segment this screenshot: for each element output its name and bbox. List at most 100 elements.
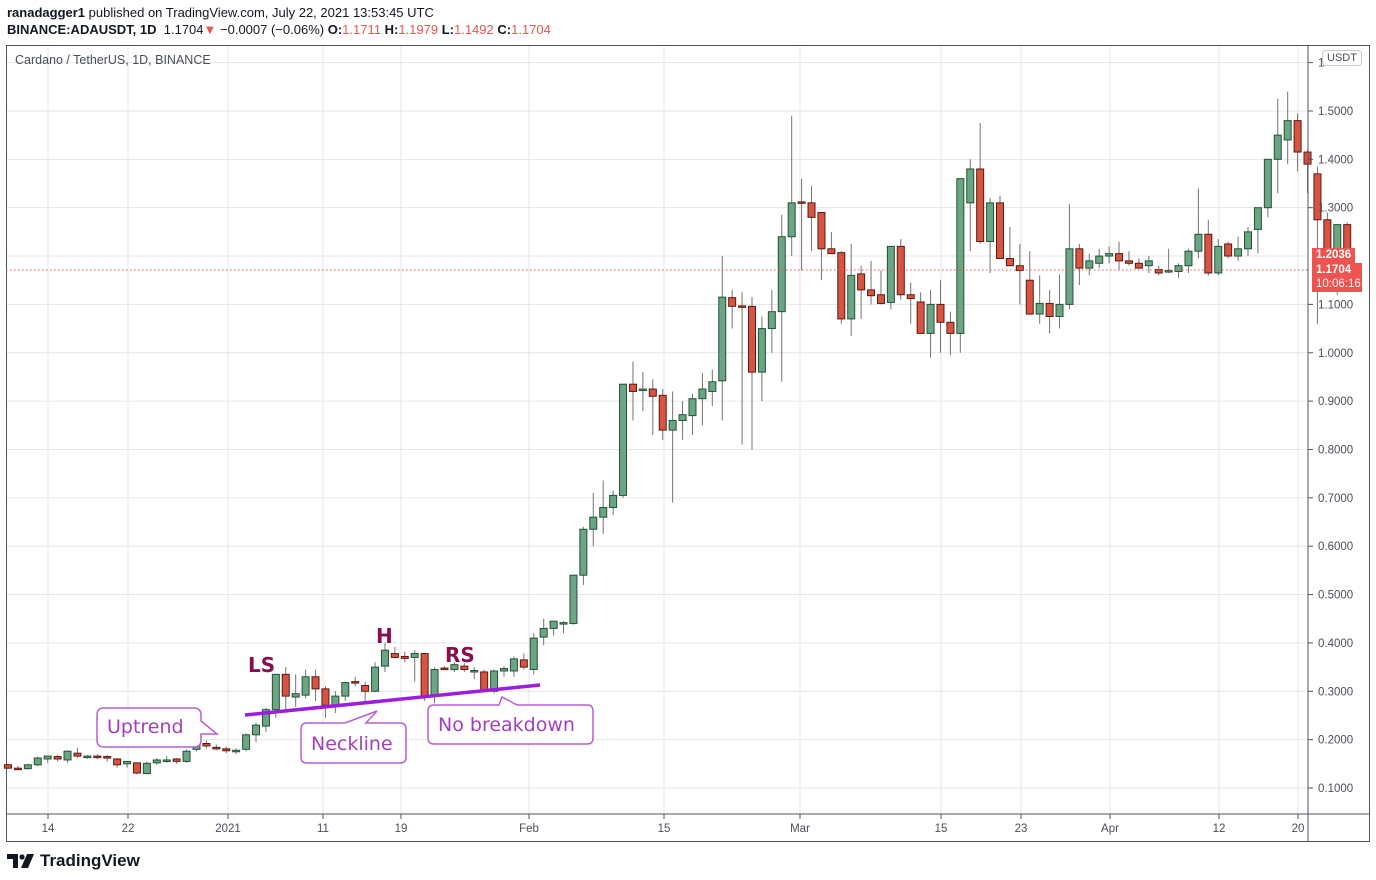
symbol-name: BINANCE:ADAUSDT, 1D [7,22,157,37]
candle-down [1075,248,1084,269]
candle-down [1015,265,1024,272]
time-tick-label: 15 [658,823,671,835]
candle-up [83,755,92,759]
price-tick-label: 1.1000 [1318,299,1353,311]
candle-up [33,757,42,766]
time-tick-label: 19 [395,823,408,835]
candle-down [807,202,816,218]
currency-badge[interactable]: USDT [1322,50,1362,66]
pattern-label-right-shoulder: RS [445,643,475,667]
bar-countdown: 10:06:16 [1316,278,1361,290]
price-axis[interactable]: 1.5000 1.4000 1.3000 1.1000 1.0000 0.9000 0.80… [1308,58,1353,795]
candle-up [847,274,856,320]
candlestick-series [4,91,1352,775]
candle-down [876,294,885,304]
callout-no-breakdown[interactable]: No breakdown [427,695,594,745]
tradingview-logo[interactable]: TradingView [7,851,140,871]
candle-up [787,202,796,238]
candle-down [113,758,122,766]
time-tick-label: 20 [1292,823,1305,835]
candle-up [698,388,707,400]
candle-up [242,734,251,750]
candle-up [1164,270,1173,273]
candle-up [341,682,350,697]
price-tick-label: 1.4000 [1318,154,1353,166]
candle-down [728,297,737,307]
candle-up [509,658,518,672]
candle-up [43,755,52,760]
candle-up [688,398,697,417]
candle-up [1174,265,1183,273]
candle-down [53,756,62,760]
candle-down [311,676,320,690]
candle-down [996,202,1004,259]
candle-up [271,673,280,711]
candle-down [1204,233,1213,274]
candle-down [1224,243,1233,257]
candle-up [1055,303,1064,317]
last-price-value: 1.1704 [1316,264,1352,276]
price-tick-label: 1.3000 [1318,203,1353,215]
candle-up [380,649,389,667]
candle-up [1105,253,1114,257]
price-tick-label: 0.4000 [1318,638,1353,650]
candle-down [648,388,657,397]
candle-up [777,236,786,313]
candle-up [1234,248,1243,257]
time-axis[interactable]: 14 22 2021 11 19 Feb 15 Mar 15 23 Apr 12 20 [42,814,1305,835]
last-price: 1.1704 [163,22,204,37]
price-tick-label: 0.9000 [1318,396,1353,408]
candle-down [867,289,876,297]
candle-up [1253,207,1262,230]
candle-down [827,248,836,255]
candle-up [678,414,687,421]
candle-up [261,709,270,727]
candle-up [1085,260,1094,269]
candle-up [232,749,241,753]
open-value: 1.1711 [342,22,381,37]
price-tick-label: 1.0000 [1318,348,1353,360]
callout-neckline[interactable]: Neckline [300,710,407,764]
candle-down [658,394,667,431]
candle-up [1095,255,1104,264]
candle-down [480,671,489,692]
callout-uptrend[interactable]: Uptrend [96,707,220,748]
candle-down [817,212,826,250]
pattern-label-left-shoulder: LS [248,653,275,677]
chart-frame [6,45,1370,842]
time-tick-label: Feb [519,823,539,835]
close-value: 1.1704 [511,22,551,37]
candle-down [13,767,22,771]
candle-up [599,507,608,518]
candle-down [1005,257,1014,267]
author-name[interactable]: ranadagger1 [7,5,86,20]
pattern-label-head: H [376,624,393,648]
neckline-trendline[interactable] [244,683,541,717]
candle-up [1263,158,1272,209]
candle-up [430,669,439,696]
candle-up [1144,260,1153,267]
candle-up [301,676,310,696]
candle-down [202,743,211,747]
price-tick-label-partial: 1 [1318,58,1324,70]
candle-down [361,684,370,692]
candle-up [549,620,558,629]
candle-down [797,201,806,204]
candle-up [63,750,72,761]
candle-up [619,383,628,496]
candle-down [4,764,12,769]
candle-down [73,752,82,757]
close-label: C: [497,22,512,37]
candle-up [1184,250,1193,267]
candle-down [896,245,905,296]
last-price-label: 1.1704 10:06:16 [1312,263,1362,292]
open-label: O: [327,22,343,37]
candle-down [212,746,221,750]
time-tick-label: Apr [1101,823,1119,835]
price-tick-label: 0.3000 [1318,686,1353,698]
high-label: H: [384,22,399,37]
candle-up [252,724,260,736]
price-tick-label: 0.2000 [1318,735,1353,747]
time-tick-label: 22 [122,823,135,835]
